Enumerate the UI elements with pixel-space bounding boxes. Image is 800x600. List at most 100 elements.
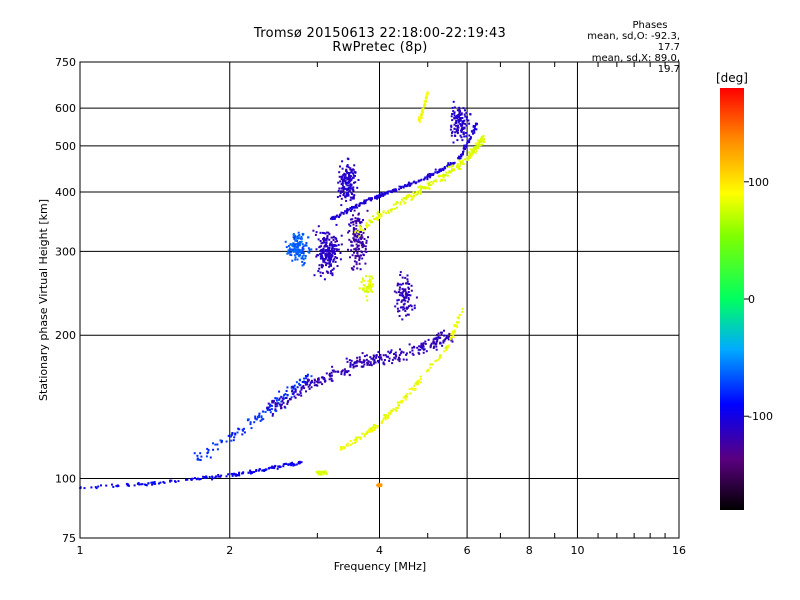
- data-point: [356, 235, 359, 238]
- data-point: [299, 251, 302, 254]
- data-point: [100, 484, 102, 487]
- data-point: [206, 452, 209, 455]
- data-point: [451, 332, 454, 334]
- data-point: [300, 249, 302, 252]
- data-point: [449, 128, 452, 131]
- chart-subtitle: RwPretec (8p): [332, 40, 428, 55]
- data-point: [419, 115, 422, 118]
- data-point: [354, 441, 357, 444]
- data-point: [328, 372, 331, 375]
- data-point: [332, 239, 335, 241]
- data-point: [373, 355, 375, 358]
- data-point: [344, 370, 347, 373]
- data-point: [308, 387, 311, 390]
- data-point: [377, 210, 380, 213]
- data-point: [191, 477, 194, 480]
- data-point: [303, 262, 306, 264]
- data-point: [269, 403, 272, 406]
- data-point: [421, 347, 424, 350]
- data-point: [153, 481, 156, 483]
- data-point: [403, 288, 406, 291]
- data-point: [344, 181, 347, 184]
- data-point: [396, 201, 399, 204]
- data-point: [377, 216, 380, 219]
- data-point: [362, 279, 365, 282]
- y-tick-label: 200: [55, 329, 76, 342]
- data-point: [356, 254, 359, 257]
- data-point: [356, 240, 359, 243]
- y-tick-label: 750: [55, 56, 76, 69]
- data-point: [364, 433, 367, 436]
- data-point: [128, 484, 130, 487]
- data-point: [448, 164, 451, 167]
- data-point: [272, 400, 275, 402]
- data-point: [458, 111, 461, 114]
- data-point: [398, 288, 401, 291]
- data-point: [342, 212, 345, 215]
- data-point: [352, 172, 354, 175]
- data-point: [292, 248, 295, 251]
- data-point: [473, 131, 476, 134]
- data-point: [332, 215, 335, 218]
- data-point: [426, 178, 429, 181]
- phase-stats-x: mean, sd,X: 89.0, 19.7: [591, 53, 680, 75]
- data-point: [377, 361, 380, 364]
- data-point: [301, 257, 304, 260]
- data-point: [354, 254, 357, 257]
- data-point: [419, 348, 422, 351]
- data-point: [323, 378, 326, 381]
- data-point: [305, 390, 307, 393]
- data-point: [117, 485, 120, 488]
- data-point: [416, 379, 419, 382]
- data-point: [363, 363, 366, 366]
- data-point: [271, 400, 274, 402]
- data-point: [236, 431, 239, 434]
- data-point: [323, 241, 326, 244]
- data-point: [455, 129, 458, 132]
- data-point: [370, 289, 373, 292]
- data-point: [331, 268, 334, 271]
- data-point: [199, 459, 202, 461]
- data-point: [429, 366, 432, 369]
- data-point: [302, 248, 305, 251]
- data-point: [292, 245, 295, 248]
- data-point: [405, 358, 408, 361]
- data-point: [279, 405, 282, 408]
- data-point: [325, 239, 328, 242]
- data-point: [111, 483, 113, 486]
- data-point: [451, 130, 454, 133]
- data-point: [354, 248, 357, 251]
- data-point: [363, 361, 365, 364]
- data-point: [352, 186, 355, 189]
- data-point: [281, 397, 284, 400]
- data-point: [445, 349, 448, 352]
- data-point: [418, 379, 421, 382]
- data-point: [323, 232, 326, 235]
- data-point: [328, 249, 331, 252]
- data-point: [332, 370, 335, 373]
- data-point: [207, 449, 210, 451]
- data-point: [455, 120, 458, 123]
- data-point: [332, 369, 335, 372]
- data-point: [315, 231, 318, 234]
- data-point: [314, 233, 317, 236]
- data-point: [395, 291, 398, 294]
- data-point: [305, 381, 308, 384]
- data-point: [326, 245, 329, 248]
- data-point: [125, 482, 128, 485]
- data-point: [390, 210, 393, 213]
- data-point: [326, 262, 329, 265]
- data-point: [401, 318, 404, 321]
- data-point: [231, 474, 234, 477]
- data-point: [348, 175, 351, 177]
- data-point: [344, 180, 347, 182]
- data-point: [342, 194, 345, 196]
- data-point: [401, 399, 404, 402]
- data-point: [329, 375, 332, 378]
- data-point: [353, 181, 355, 184]
- data-point: [470, 155, 473, 157]
- data-point: [342, 179, 345, 182]
- data-point: [395, 188, 398, 191]
- data-point: [471, 152, 474, 155]
- data-point: [363, 238, 366, 240]
